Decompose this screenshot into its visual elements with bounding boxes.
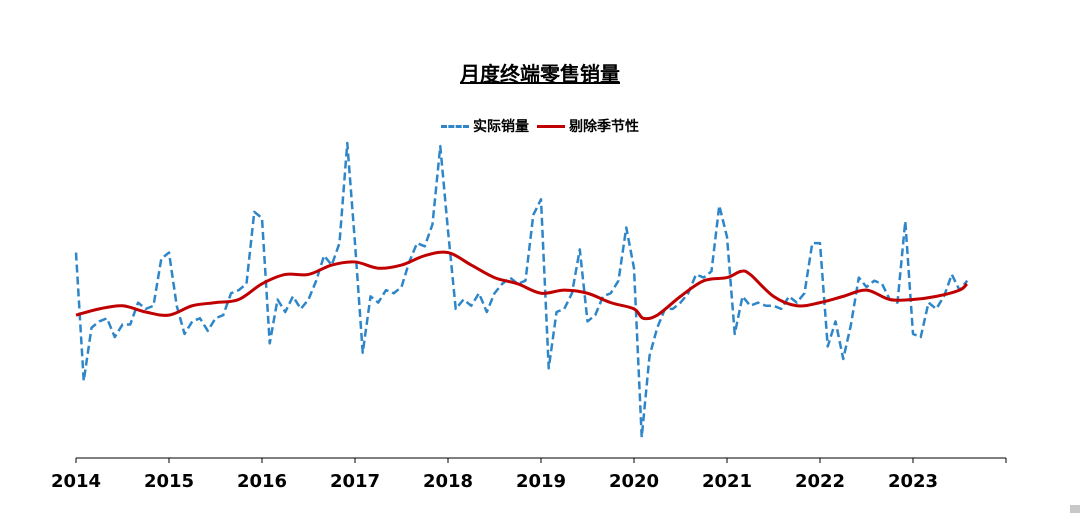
series-line-actual bbox=[74, 141, 969, 439]
x-tick-label-2018: 2018 bbox=[423, 471, 473, 492]
series-line-seasonal-adjusted bbox=[75, 250, 969, 321]
x-tick-label-2014: 2014 bbox=[51, 471, 101, 492]
x-tick-label-2021: 2021 bbox=[702, 471, 752, 492]
legend-item-seasonal-adjusted: 剔除季节性 bbox=[537, 116, 639, 136]
legend-swatch-seasonal-adjusted bbox=[537, 124, 565, 128]
x-tick-label-2017: 2017 bbox=[330, 471, 380, 492]
legend-label-actual: 实际销量 bbox=[473, 119, 529, 135]
chart-legend: 实际销量 剔除季节性 bbox=[0, 116, 1080, 136]
x-tick-label-2020: 2020 bbox=[609, 471, 659, 492]
x-tick-label-2022: 2022 bbox=[795, 471, 845, 492]
corner-mark bbox=[1070, 505, 1080, 513]
legend-swatch-actual bbox=[441, 124, 469, 128]
x-tick-label-2015: 2015 bbox=[144, 471, 194, 492]
x-tick-label-2019: 2019 bbox=[516, 471, 566, 492]
chart-title: 月度终端零售销量 bbox=[460, 62, 620, 86]
x-tick-label-2023: 2023 bbox=[888, 471, 938, 492]
x-tick-label-2016: 2016 bbox=[237, 471, 287, 492]
legend-label-seasonal-adjusted: 剔除季节性 bbox=[569, 119, 639, 135]
legend-item-actual: 实际销量 bbox=[441, 116, 529, 136]
